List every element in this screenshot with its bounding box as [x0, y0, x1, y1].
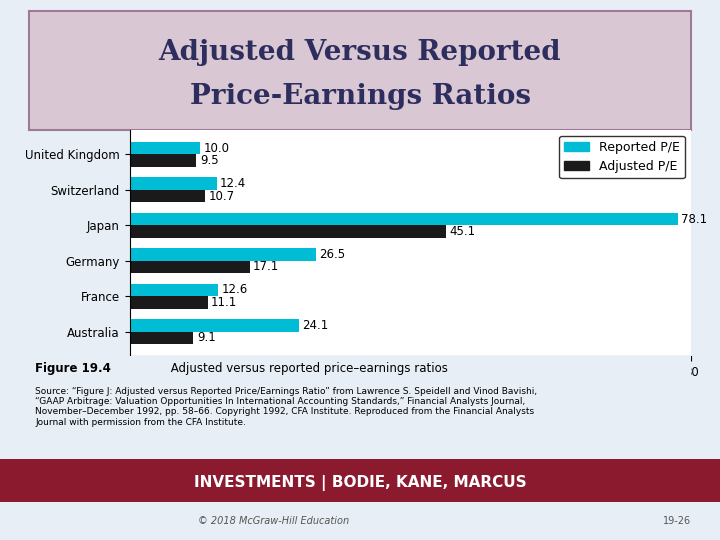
Text: 17.1: 17.1: [253, 260, 279, 273]
Bar: [130, 261, 250, 273]
Bar: [130, 284, 218, 296]
Bar: [130, 213, 678, 225]
Text: Adjusted Versus Reported: Adjusted Versus Reported: [158, 39, 562, 66]
Bar: [130, 154, 197, 167]
Text: Price-Earnings Ratios: Price-Earnings Ratios: [189, 83, 531, 110]
Text: Source: “Figure J: Adjusted versus Reported Price/Earnings Ratio” from Lawrence : Source: “Figure J: Adjusted versus Repor…: [35, 387, 538, 427]
Text: 78.1: 78.1: [681, 213, 708, 226]
Text: 19-26: 19-26: [662, 516, 691, 526]
Legend: Reported P/E, Adjusted P/E: Reported P/E, Adjusted P/E: [559, 136, 685, 178]
Text: 45.1: 45.1: [450, 225, 476, 238]
Text: 9.1: 9.1: [197, 332, 216, 345]
Bar: [130, 332, 194, 344]
Bar: [130, 296, 207, 308]
Text: 9.5: 9.5: [199, 154, 218, 167]
Bar: [130, 319, 299, 332]
Bar: [130, 178, 217, 190]
Text: 12.4: 12.4: [220, 177, 246, 190]
Bar: [130, 190, 204, 202]
Bar: [130, 248, 315, 261]
Text: © 2018 McGraw-Hill Education: © 2018 McGraw-Hill Education: [198, 516, 349, 526]
Text: Adjusted versus reported price–earnings ratios: Adjusted versus reported price–earnings …: [166, 362, 447, 375]
Bar: [130, 142, 199, 154]
Text: INVESTMENTS | BODIE, KANE, MARCUS: INVESTMENTS | BODIE, KANE, MARCUS: [194, 475, 526, 491]
Text: 26.5: 26.5: [319, 248, 346, 261]
Text: 12.6: 12.6: [222, 284, 248, 296]
Bar: [130, 225, 446, 238]
Text: 10.0: 10.0: [203, 141, 229, 154]
Text: 10.7: 10.7: [208, 190, 234, 202]
Text: 11.1: 11.1: [211, 296, 238, 309]
Text: Figure 19.4: Figure 19.4: [35, 362, 112, 375]
Text: 24.1: 24.1: [302, 319, 328, 332]
